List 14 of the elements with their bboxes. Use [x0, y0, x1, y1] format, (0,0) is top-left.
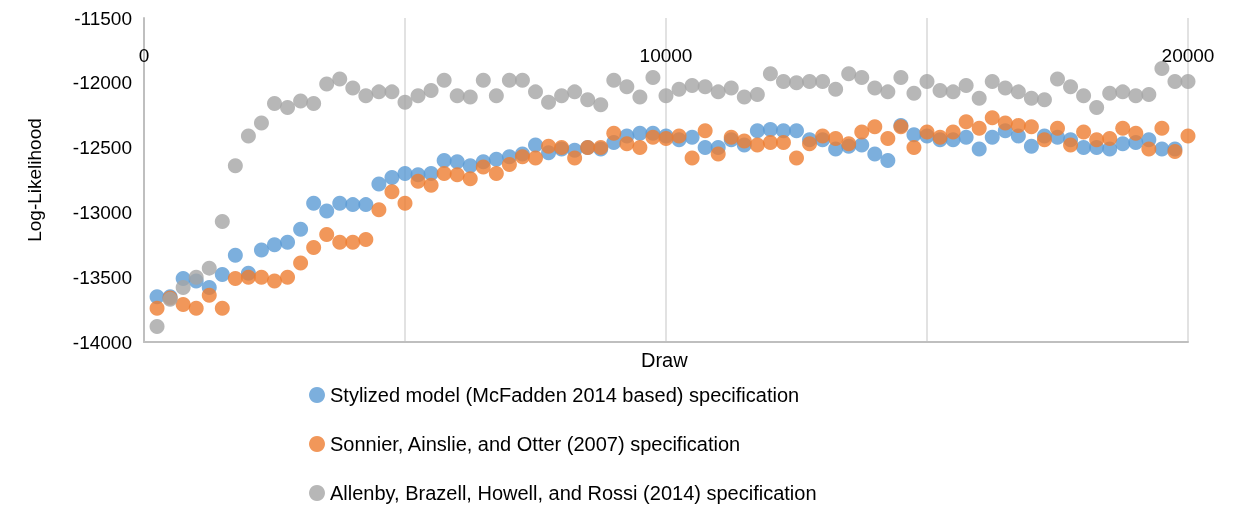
y-tick-label: -12500	[72, 137, 132, 159]
y-tick-label: -13500	[72, 266, 132, 288]
y-tick-label: -13000	[72, 201, 132, 223]
x-tick-label: 0	[138, 45, 150, 66]
legend-label: Stylized model (McFadden 2014 based) specification	[330, 384, 800, 406]
y-tick-label: -12000	[72, 72, 132, 94]
x-axis-title: Draw	[641, 349, 689, 371]
legend-label: Sonnier, Ainslie, and Otter (2007) specification	[330, 433, 741, 455]
y-tick-label: -14000	[72, 331, 132, 353]
y-axis-title: Log-Likelihood	[24, 118, 45, 242]
y-tick-label: -11500	[74, 7, 132, 29]
x-tick-label: 20000	[1161, 45, 1215, 66]
legend-label: Allenby, Brazell, Howell, and Rossi (2014) specification	[330, 482, 817, 504]
x-tick-label: 10000	[639, 45, 693, 66]
